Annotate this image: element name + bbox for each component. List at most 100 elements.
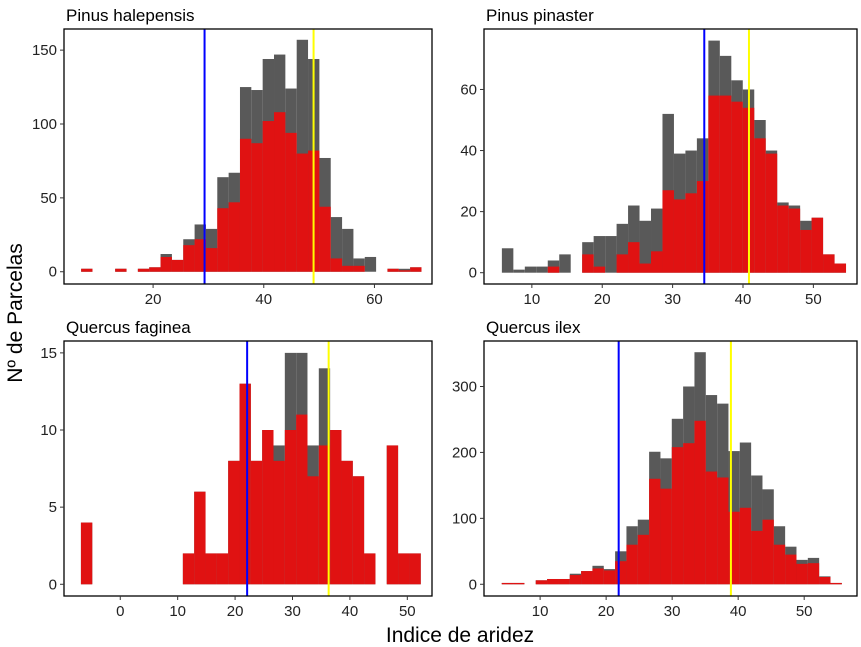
bar-subset bbox=[330, 430, 342, 585]
bar-subset bbox=[296, 414, 308, 585]
bar-subset bbox=[673, 199, 686, 273]
y-tick-label: 200 bbox=[452, 444, 477, 461]
plot-frame bbox=[483, 340, 858, 597]
panel-2: Pinus pinaster 10 20 30 40 50 0 20 40 60 bbox=[460, 6, 858, 308]
bar-subset bbox=[796, 563, 808, 585]
bar-subset bbox=[785, 554, 797, 585]
bar-subset bbox=[592, 568, 604, 585]
bar-subset bbox=[719, 95, 732, 273]
bar-subset bbox=[171, 259, 184, 272]
bar-subset bbox=[318, 445, 331, 585]
x-tick-label: 10 bbox=[169, 603, 186, 620]
bar-subset bbox=[115, 268, 127, 272]
bar-subset bbox=[765, 153, 778, 273]
y-tick-label: 100 bbox=[32, 116, 57, 133]
bar-subset bbox=[535, 580, 548, 585]
bar-subset bbox=[296, 153, 309, 272]
x-tick-label: 20 bbox=[594, 291, 611, 308]
bar-subset bbox=[626, 544, 638, 585]
x-tick-label: 20 bbox=[598, 603, 615, 620]
bar-subset bbox=[569, 575, 582, 585]
y-axis-label: Nº de Parcelas bbox=[4, 243, 27, 383]
x-tick-label: 40 bbox=[735, 291, 752, 308]
bar-subset bbox=[217, 208, 229, 272]
plot-frame bbox=[483, 28, 858, 285]
bar-subset bbox=[137, 268, 150, 272]
bar-subset bbox=[239, 383, 251, 585]
bar-subset bbox=[341, 460, 353, 585]
bar-subset bbox=[547, 266, 560, 273]
bar-subset bbox=[731, 101, 743, 273]
panel-title: Quercus faginea bbox=[66, 318, 191, 337]
bar-subset bbox=[660, 488, 672, 585]
bar-total bbox=[524, 266, 537, 273]
bar-total bbox=[330, 217, 343, 272]
bar-total bbox=[605, 236, 617, 273]
x-tick-label: 10 bbox=[524, 291, 541, 308]
x-tick-label: 10 bbox=[532, 603, 549, 620]
bar-subset bbox=[717, 477, 729, 585]
bar-subset bbox=[251, 143, 263, 272]
bar-subset bbox=[811, 217, 824, 273]
bar-subset bbox=[183, 245, 195, 272]
bar-subset bbox=[149, 267, 161, 272]
bar-subset bbox=[615, 561, 627, 585]
bar-subset bbox=[239, 138, 252, 272]
bar-total bbox=[513, 269, 525, 273]
bar-subset bbox=[387, 268, 399, 272]
y-tick-label: 50 bbox=[40, 190, 57, 207]
x-axis-label: Indice de aridez bbox=[386, 624, 534, 647]
bar-subset bbox=[285, 132, 297, 272]
plot-frame bbox=[63, 340, 433, 597]
bar-subset bbox=[353, 265, 365, 272]
panel-title: Pinus pinaster bbox=[486, 6, 594, 25]
bar-subset bbox=[739, 507, 752, 585]
bar-subset bbox=[274, 112, 286, 272]
x-tick-label: 30 bbox=[664, 603, 681, 620]
bar-subset bbox=[807, 563, 820, 585]
bar-subset bbox=[284, 430, 297, 585]
bar-subset bbox=[683, 443, 695, 585]
x-tick-label: 40 bbox=[255, 291, 272, 308]
bar-subset bbox=[819, 577, 831, 585]
y-tick-label: 15 bbox=[40, 345, 57, 362]
bar-subset bbox=[616, 254, 629, 273]
bar-subset bbox=[307, 476, 319, 585]
bar-subset bbox=[160, 256, 172, 272]
bar-subset bbox=[671, 447, 684, 585]
bar-total bbox=[651, 208, 663, 273]
y-tick-label: 0 bbox=[49, 576, 57, 593]
panel-title: Quercus ilex bbox=[486, 318, 581, 337]
bar-subset bbox=[273, 460, 285, 585]
bar-subset bbox=[762, 519, 774, 585]
bar-subset bbox=[501, 582, 514, 585]
x-tick-label: 0 bbox=[116, 603, 124, 620]
bar-subset bbox=[80, 522, 93, 585]
bar-subset bbox=[386, 445, 399, 585]
bar-subset bbox=[558, 578, 570, 585]
bar-subset bbox=[603, 570, 616, 585]
bar-subset bbox=[250, 460, 263, 585]
panel-4: Quercus ilex 10 20 30 40 50 0 100 200 300 bbox=[452, 318, 858, 620]
y-tick-label: 60 bbox=[460, 81, 477, 98]
x-tick-label: 50 bbox=[399, 603, 416, 620]
bar-subset bbox=[398, 270, 411, 272]
bar-total bbox=[628, 205, 640, 273]
bar-subset bbox=[830, 582, 842, 585]
bar-total bbox=[364, 256, 377, 272]
bar-subset bbox=[581, 571, 593, 585]
bar-subset bbox=[593, 266, 606, 273]
y-tick-label: 20 bbox=[460, 204, 477, 221]
bar-subset bbox=[319, 206, 331, 272]
x-tick-label: 50 bbox=[805, 291, 822, 308]
bar-total bbox=[616, 223, 629, 273]
bar-subset bbox=[639, 263, 652, 273]
bar-subset bbox=[194, 239, 206, 272]
bar-subset bbox=[754, 138, 766, 273]
bar-subset bbox=[547, 578, 559, 585]
x-tick-label: 30 bbox=[664, 291, 681, 308]
bar-total bbox=[559, 254, 571, 273]
bar-subset bbox=[194, 491, 206, 585]
bar-subset bbox=[637, 534, 650, 585]
